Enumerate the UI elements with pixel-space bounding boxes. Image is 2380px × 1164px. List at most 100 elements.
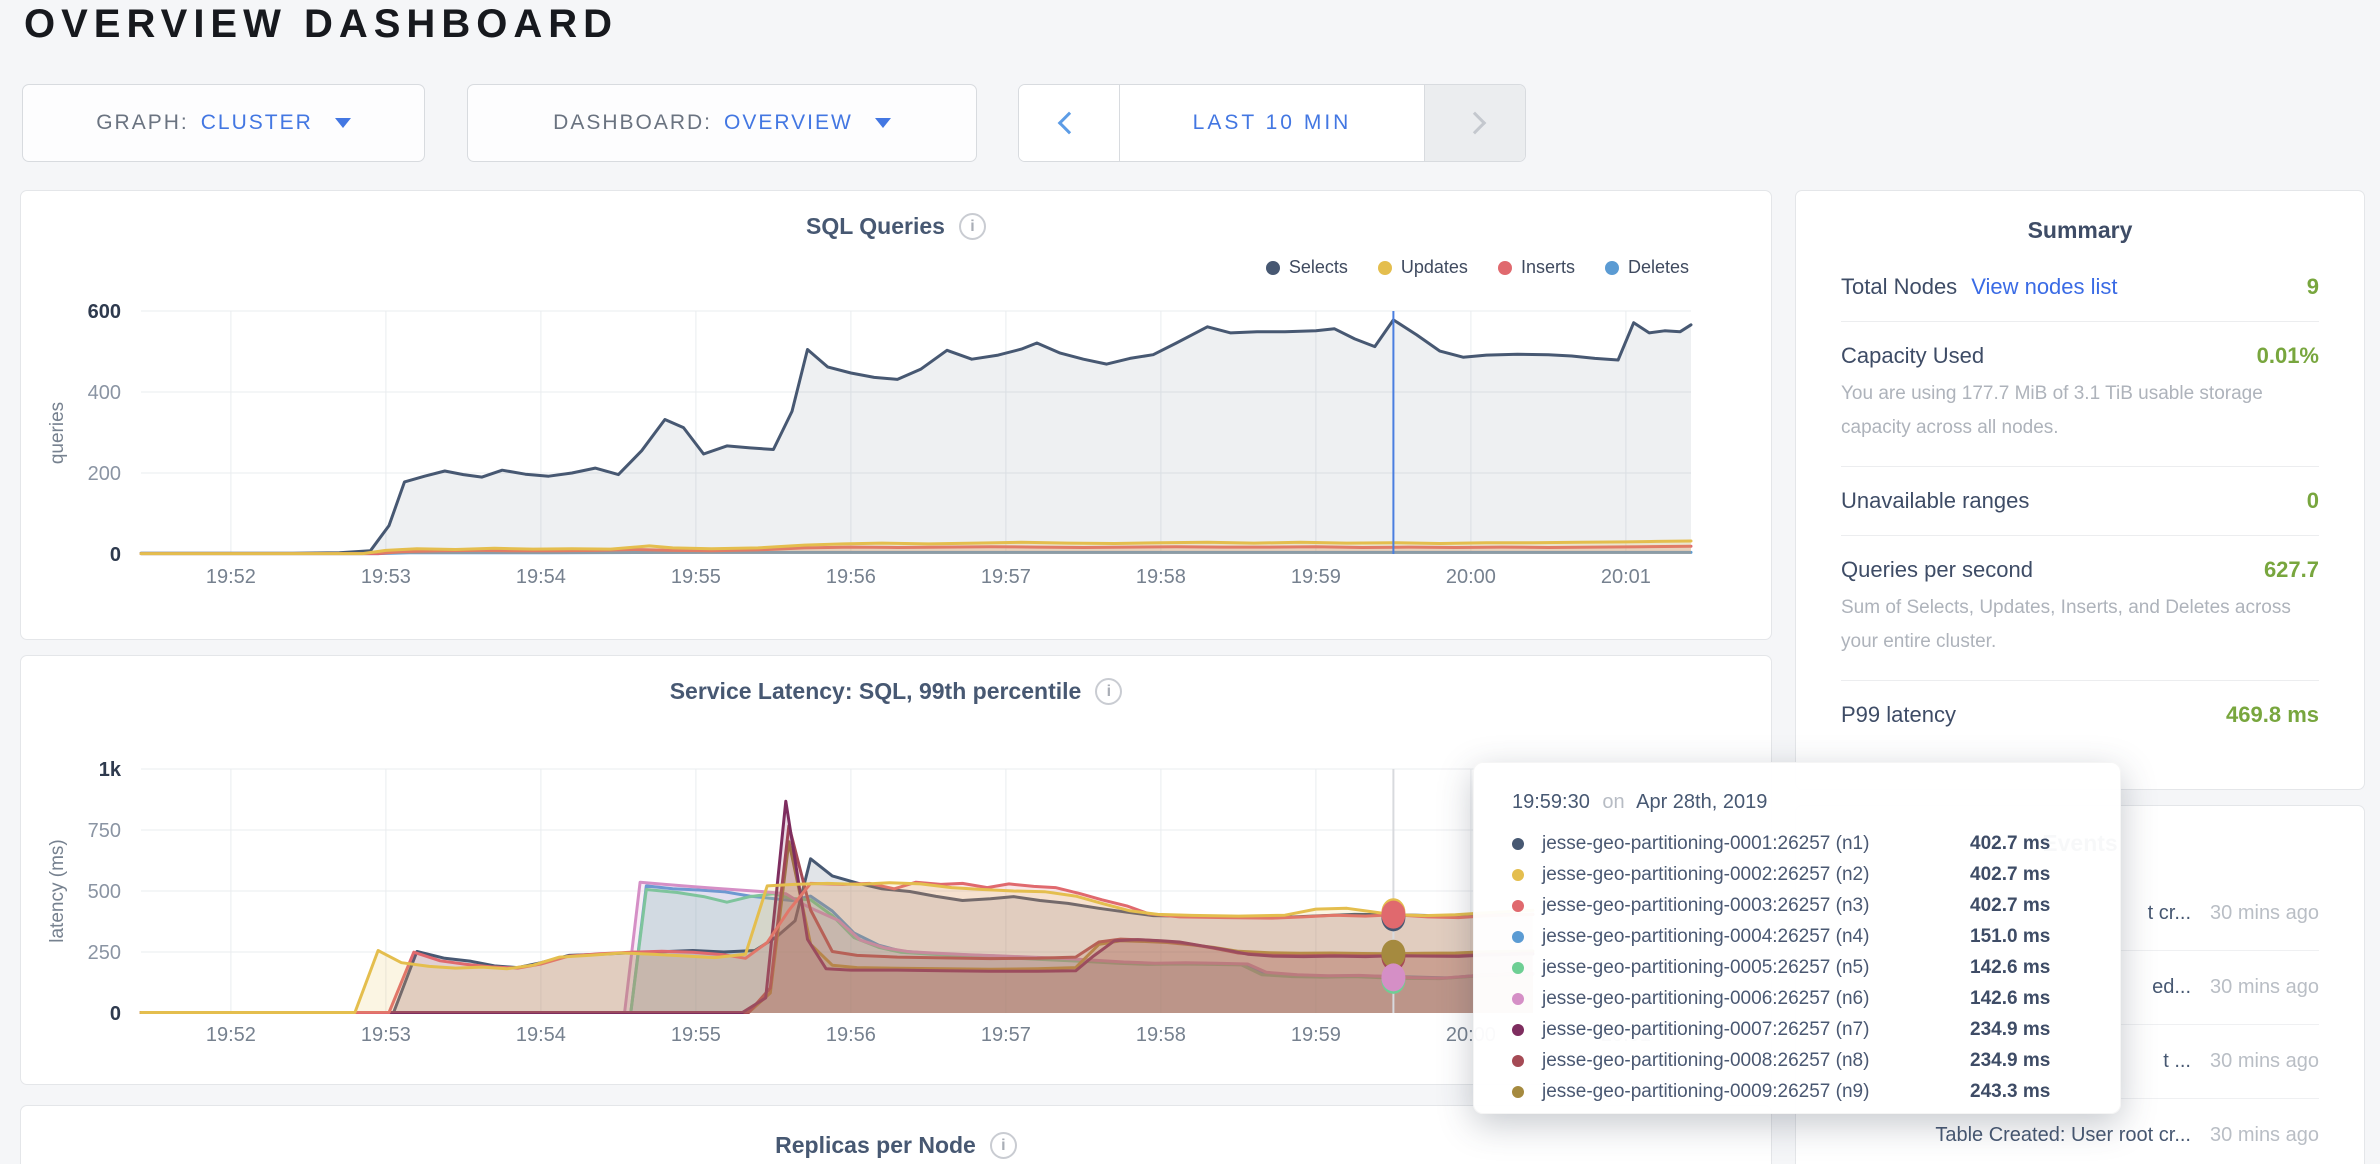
svg-text:19:56: 19:56 <box>826 566 876 588</box>
time-next-button[interactable] <box>1424 85 1525 161</box>
series-dot <box>1512 992 1524 1005</box>
graph-dropdown[interactable]: GRAPH: CLUSTER <box>22 84 425 162</box>
svg-text:20:01: 20:01 <box>1601 566 1651 588</box>
p99-latency-label: P99 latency <box>1841 702 1956 727</box>
view-nodes-list-link[interactable]: View nodes list <box>1971 274 2118 299</box>
svg-text:19:57: 19:57 <box>981 1024 1031 1046</box>
legend-label: Deletes <box>1627 257 1689 277</box>
qps-description: Sum of Selects, Updates, Inserts, and De… <box>1841 597 2291 652</box>
legend-dot <box>1265 260 1280 275</box>
summary-row-unavailable-ranges: Unavailable ranges 0 <box>1841 466 2319 535</box>
svg-text:250: 250 <box>88 942 121 964</box>
legend-item-inserts[interactable]: Inserts <box>1497 257 1575 278</box>
unavailable-ranges-label: Unavailable ranges <box>1841 488 2030 513</box>
chevron-down-icon <box>334 118 351 128</box>
capacity-used-description: You are using 177.7 MiB of 3.1 TiB usabl… <box>1841 383 2263 438</box>
svg-text:19:55: 19:55 <box>671 1024 721 1046</box>
svg-text:19:58: 19:58 <box>1136 566 1186 588</box>
dashboard-dropdown-value: OVERVIEW <box>724 111 853 134</box>
summary-row-p99: P99 latency 469.8 ms <box>1841 680 2319 749</box>
legend-label: Selects <box>1288 257 1348 277</box>
chart-title-text: Service Latency: SQL, 99th percentile <box>669 678 1082 704</box>
summary-row-total-nodes: Total Nodes View nodes list 9 <box>1841 244 2319 321</box>
tooltip-row: jesse-geo-partitioning-0001:26257 (n1) 40… <box>1512 828 2090 859</box>
legend-item-deletes[interactable]: Deletes <box>1604 257 1689 278</box>
graph-dropdown-value: CLUSTER <box>200 111 313 134</box>
chevron-left-icon <box>1057 111 1081 135</box>
tooltip-time: 19:59:30 <box>1512 791 1590 813</box>
tooltip-node-name: jesse-geo-partitioning-0008:26257 (n8) <box>1542 1049 1870 1071</box>
legend-dot <box>1377 260 1392 275</box>
sql-queries-title: SQL Queries <box>21 213 1771 240</box>
unavailable-ranges-value: 0 <box>2306 488 2319 513</box>
time-prev-button[interactable] <box>1019 85 1120 161</box>
tooltip-node-value: 142.6 ms <box>1970 987 2051 1009</box>
svg-text:19:59: 19:59 <box>1291 1024 1341 1046</box>
tooltip-header: 19:59:30 on Apr 28th, 2019 <box>1512 791 2090 814</box>
legend-item-updates[interactable]: Updates <box>1377 257 1468 278</box>
series-dot <box>1512 961 1524 974</box>
event-timestamp: 30 mins ago <box>2210 1124 2319 1146</box>
info-icon[interactable] <box>989 1132 1017 1159</box>
tooltip-node-value: 402.7 ms <box>1970 894 2051 916</box>
page-title: OVERVIEW DASHBOARD <box>24 2 618 46</box>
svg-text:0: 0 <box>110 544 121 566</box>
event-label: t ... <box>2163 1050 2191 1072</box>
tooltip-node-name: jesse-geo-partitioning-0005:26257 (n5) <box>1542 956 1870 978</box>
svg-text:19:53: 19:53 <box>361 566 411 588</box>
svg-text:19:52: 19:52 <box>206 566 256 588</box>
event-label: Table Created: User root cr... <box>1935 1124 2191 1146</box>
chart-legend: Selects Updates Inserts Deletes <box>1265 257 1689 278</box>
svg-text:19:54: 19:54 <box>516 566 566 588</box>
series-dot <box>1512 1023 1524 1036</box>
tooltip-node-value: 142.6 ms <box>1970 956 2051 978</box>
svg-text:600: 600 <box>88 301 121 323</box>
svg-text:750: 750 <box>88 820 121 842</box>
legend-label: Updates <box>1400 257 1468 277</box>
service-latency-title: Service Latency: SQL, 99th percentile <box>21 678 1771 705</box>
event-timestamp: 30 mins ago <box>2210 976 2319 998</box>
svg-text:19:55: 19:55 <box>671 566 721 588</box>
svg-text:latency (ms): latency (ms) <box>47 839 68 942</box>
tooltip-row: jesse-geo-partitioning-0004:26257 (n4) 15… <box>1512 921 2090 952</box>
svg-text:500: 500 <box>88 881 121 903</box>
total-nodes-value: 9 <box>2306 274 2319 299</box>
legend-label: Inserts <box>1520 257 1575 277</box>
tooltip-row: jesse-geo-partitioning-0006:26257 (n6) 14… <box>1512 983 2090 1014</box>
tooltip-node-name: jesse-geo-partitioning-0004:26257 (n4) <box>1542 925 1870 947</box>
total-nodes-label: Total Nodes <box>1841 274 1958 299</box>
chart-title-text: SQL Queries <box>806 213 945 239</box>
series-dot <box>1512 930 1524 943</box>
info-icon[interactable] <box>958 213 986 240</box>
svg-text:19:53: 19:53 <box>361 1024 411 1046</box>
summary-panel: Summary Total Nodes View nodes list 9 Ca… <box>1795 190 2365 790</box>
dashboard-dropdown[interactable]: DASHBOARD: OVERVIEW <box>467 84 977 162</box>
service-latency-chart[interactable]: 19:52 19:53 19:54 19:55 19:56 19:57 19:58 19:59… <box>21 656 1773 1086</box>
svg-text:19:52: 19:52 <box>206 1024 256 1046</box>
svg-text:19:54: 19:54 <box>516 1024 566 1046</box>
chart-tooltip: 19:59:30 on Apr 28th, 2019 jesse-geo-par… <box>1473 762 2121 1114</box>
tooltip-row: jesse-geo-partitioning-0003:26257 (n3) 40… <box>1512 890 2090 921</box>
capacity-used-label: Capacity Used <box>1841 343 1985 368</box>
series-dot <box>1512 1054 1524 1067</box>
replicas-per-node-title: Replicas per Node <box>21 1132 1771 1159</box>
svg-text:1k: 1k <box>99 759 122 781</box>
sql-queries-chart[interactable]: 19:52 19:53 19:54 19:55 19:56 19:57 19:58 19:59… <box>21 191 1773 641</box>
chart-title-text: Replicas per Node <box>775 1132 976 1158</box>
summary-row-qps: Queries per second 627.7 Sum of Selects,… <box>1841 535 2319 680</box>
info-icon[interactable] <box>1095 678 1123 705</box>
legend-item-selects[interactable]: Selects <box>1265 257 1348 278</box>
svg-text:0: 0 <box>110 1003 121 1025</box>
chevron-right-icon <box>1463 111 1487 135</box>
svg-text:19:56: 19:56 <box>826 1024 876 1046</box>
event-label: t cr... <box>2147 902 2191 924</box>
tooltip-node-value: 234.9 ms <box>1970 1049 2051 1071</box>
time-window-label[interactable]: LAST 10 MIN <box>1120 85 1424 161</box>
svg-text:queries: queries <box>47 402 68 464</box>
svg-text:19:59: 19:59 <box>1291 566 1341 588</box>
tooltip-node-value: 151.0 ms <box>1970 925 2051 947</box>
tooltip-node-name: jesse-geo-partitioning-0003:26257 (n3) <box>1542 894 1870 916</box>
event-timestamp: 30 mins ago <box>2210 1050 2319 1072</box>
tooltip-node-value: 234.9 ms <box>1970 1018 2051 1040</box>
tooltip-row: jesse-geo-partitioning-0008:26257 (n8) 23… <box>1512 1045 2090 1076</box>
